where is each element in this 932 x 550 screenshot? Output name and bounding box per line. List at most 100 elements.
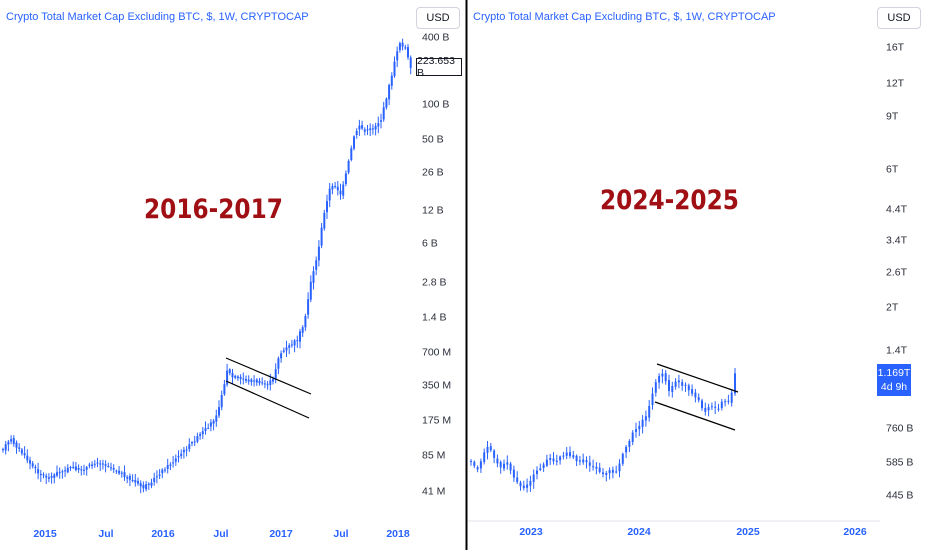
candle[interactable] [242,372,245,385]
candle[interactable] [50,472,53,484]
candle[interactable] [42,472,45,479]
candle[interactable] [285,340,288,357]
candle[interactable] [139,480,142,494]
candle[interactable] [347,159,350,175]
candle[interactable] [226,363,229,387]
candle[interactable] [374,122,377,136]
candle[interactable] [209,419,212,432]
candle[interactable] [499,460,502,474]
candle[interactable] [651,387,654,410]
right-currency-button[interactable]: USD [877,7,921,29]
candle[interactable] [668,374,670,397]
candle[interactable] [69,465,72,471]
candle[interactable] [704,402,707,416]
candle[interactable] [353,135,355,151]
candle[interactable] [371,124,374,135]
candle[interactable] [628,439,631,452]
candle[interactable] [172,455,175,468]
candle[interactable] [578,455,581,466]
candle[interactable] [282,347,285,354]
candle[interactable] [166,458,169,474]
candle[interactable] [74,462,77,472]
left-y-axis[interactable]: 400 B 100 B 50 B 26 B 12 B 6 B 2.8 B 1.4 B 700 M… [422,32,451,498]
candle[interactable] [207,423,210,430]
candle[interactable] [631,430,634,446]
candle[interactable] [191,441,193,447]
candle[interactable] [96,457,99,468]
candle[interactable] [250,378,253,386]
candle[interactable] [317,240,320,267]
candle[interactable] [307,292,310,319]
candle[interactable] [91,461,94,470]
candle[interactable] [15,440,18,454]
candle[interactable] [350,145,353,162]
candle[interactable] [137,477,139,486]
candle[interactable] [104,460,107,473]
candle[interactable] [161,468,164,479]
candle[interactable] [615,465,618,474]
candle[interactable] [39,469,42,482]
candle[interactable] [150,478,153,489]
candle[interactable] [296,335,299,348]
candle[interactable] [493,449,496,464]
candle[interactable] [483,448,486,465]
candle[interactable] [717,403,720,412]
candle[interactable] [182,446,185,459]
candle[interactable] [299,328,301,349]
candle[interactable] [545,454,548,468]
candle[interactable] [118,466,121,476]
candle[interactable] [377,116,380,134]
left-x-axis[interactable]: 2015 Jul 2016 Jul 2017 Jul 2018 [33,528,410,540]
candle[interactable] [390,72,393,90]
candle[interactable] [664,370,667,385]
candle[interactable] [388,83,391,106]
candle[interactable] [315,256,318,276]
candle[interactable] [684,382,687,392]
candle[interactable] [396,46,399,68]
candle[interactable] [331,183,334,195]
candle[interactable] [328,183,331,208]
candle[interactable] [470,459,472,466]
candle[interactable] [625,444,628,459]
candle[interactable] [608,467,611,480]
candle[interactable] [506,455,509,470]
candle[interactable] [37,462,40,480]
candle[interactable] [635,422,637,438]
candle[interactable] [707,403,710,417]
candle[interactable] [512,465,515,482]
candle[interactable] [80,465,83,476]
candle[interactable] [366,124,369,135]
candle[interactable] [658,373,661,389]
candle[interactable] [681,379,684,391]
candle[interactable] [58,467,61,479]
candle[interactable] [169,462,172,471]
candle[interactable] [409,55,412,75]
candle[interactable] [126,475,129,484]
candle[interactable] [309,275,312,303]
candle[interactable] [710,402,713,411]
candle[interactable] [496,454,499,468]
candle[interactable] [697,393,700,403]
candle[interactable] [539,463,542,472]
right-channel-upper-line[interactable] [656,363,739,393]
candle[interactable] [266,381,269,390]
left-channel-lines[interactable] [225,357,312,419]
candle[interactable] [85,465,88,476]
candle[interactable] [358,119,361,136]
candle[interactable] [320,222,323,249]
candle[interactable] [536,466,538,480]
candle[interactable] [204,421,207,435]
candle[interactable] [101,459,104,470]
candle[interactable] [730,389,733,407]
candle[interactable] [10,435,13,445]
candle[interactable] [363,127,366,136]
candle[interactable] [153,472,156,486]
candle[interactable] [585,456,588,469]
left-candle-series[interactable] [2,38,412,494]
candle[interactable] [142,481,145,493]
right-channel-lower-line[interactable] [654,401,736,431]
candle[interactable] [236,375,239,381]
candle[interactable] [215,409,218,427]
candle[interactable] [228,368,231,376]
candle[interactable] [401,38,404,51]
